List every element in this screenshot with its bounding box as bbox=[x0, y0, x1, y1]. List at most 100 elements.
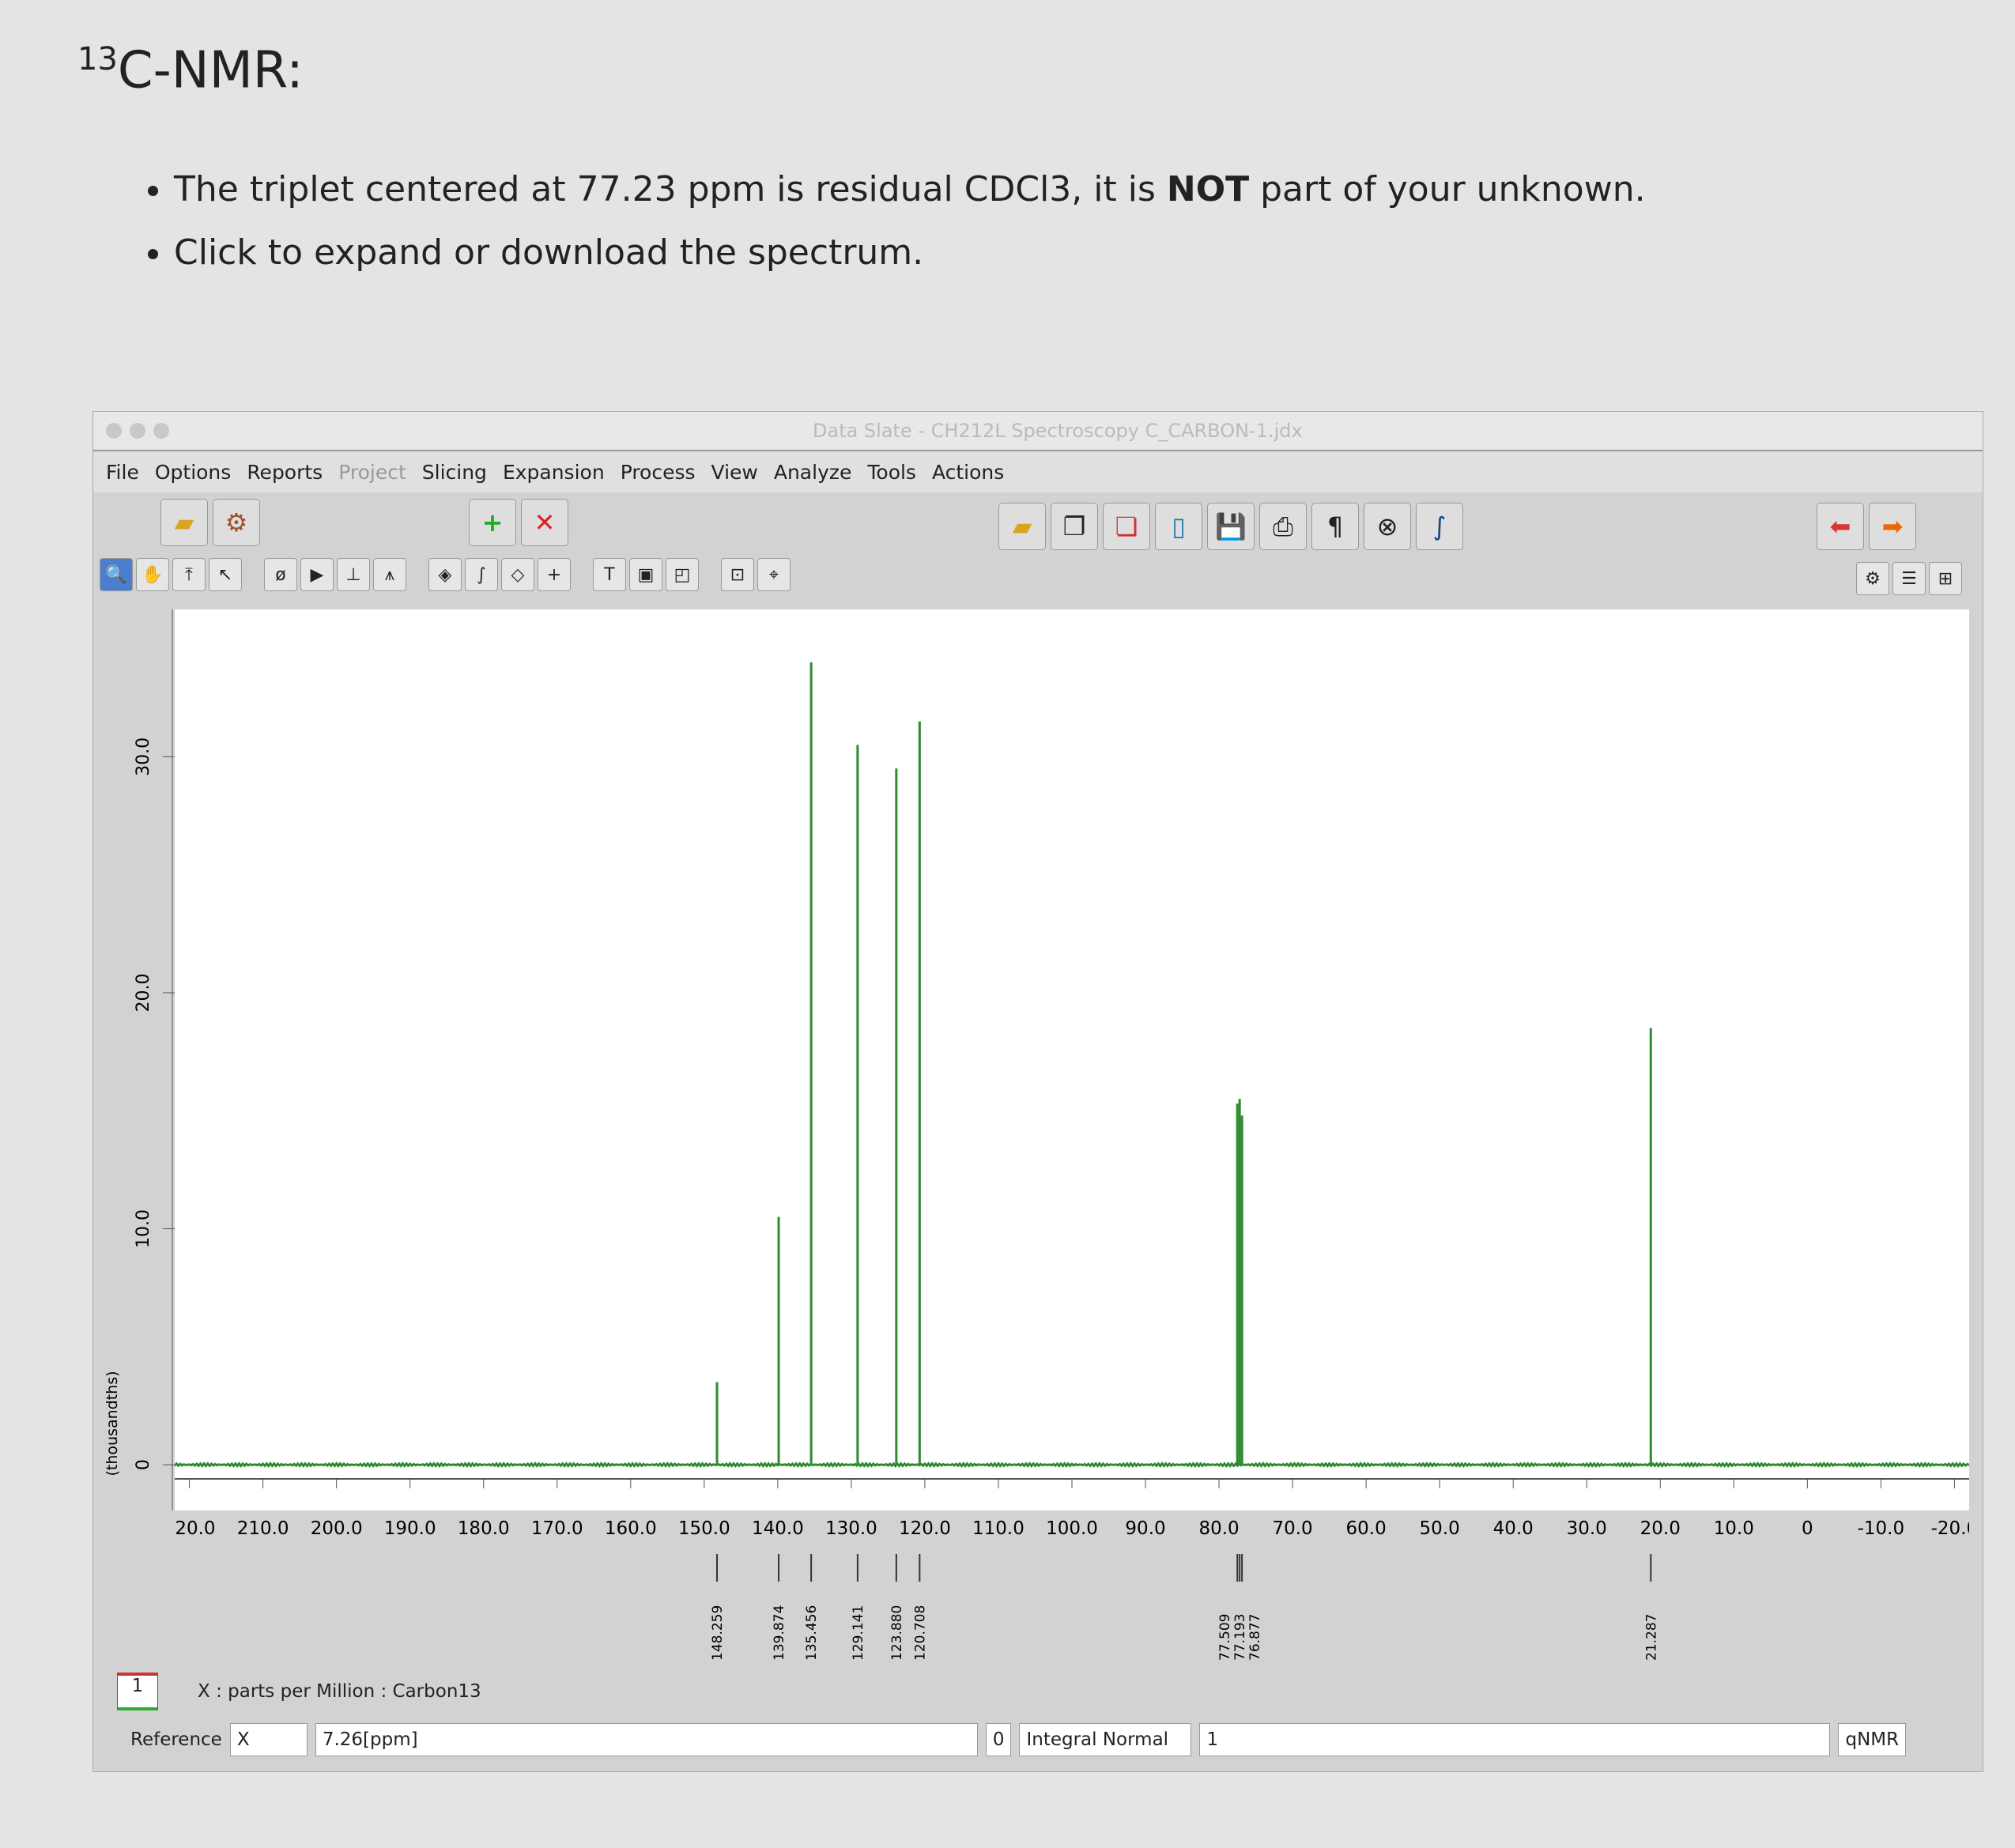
menu-slicing[interactable]: Slicing bbox=[421, 460, 487, 484]
eraser-icon[interactable]: ◇ bbox=[501, 558, 534, 591]
settings-icon[interactable]: ⚙ bbox=[1856, 562, 1889, 595]
x-tick-label: 60.0 bbox=[1346, 1518, 1387, 1539]
integrate-icon[interactable]: ∫ bbox=[465, 558, 498, 591]
axis-select[interactable]: X bbox=[229, 1723, 308, 1756]
baseline-icon[interactable]: ⊥ bbox=[337, 558, 370, 591]
peak-label: 139.874 bbox=[772, 1605, 787, 1661]
hand-icon[interactable]: ✋ bbox=[136, 558, 169, 591]
bullet-cdcl3-note: The triplet centered at 77.23 ppm is res… bbox=[174, 158, 1646, 221]
fit-icon[interactable]: ⊡ bbox=[721, 558, 754, 591]
y-tick-label: 10.0 bbox=[134, 1209, 153, 1248]
integral-value-input[interactable]: 1 bbox=[1199, 1723, 1831, 1756]
spectrum-index[interactable]: 1 bbox=[117, 1673, 158, 1710]
phase-icon[interactable]: ø bbox=[264, 558, 297, 591]
x-tick-label: 100.0 bbox=[1046, 1518, 1098, 1539]
zoom-icon[interactable]: 🔍 bbox=[100, 558, 133, 591]
text-icon[interactable]: T bbox=[593, 558, 626, 591]
instructions-list: The triplet centered at 77.23 ppm is res… bbox=[134, 158, 1646, 285]
bullet-expand-link[interactable]: Click to expand or download the spectrum… bbox=[174, 221, 1646, 285]
zero-label: 0 bbox=[992, 1729, 1005, 1750]
x-axis-label: X : parts per Million : Carbon13 bbox=[198, 1681, 481, 1702]
zero-button[interactable]: 0 bbox=[985, 1723, 1012, 1756]
forward-arrow-icon[interactable]: ➡ bbox=[1869, 503, 1916, 550]
minimize-window-button[interactable] bbox=[130, 423, 145, 439]
peak-label: 148.259 bbox=[710, 1605, 726, 1661]
menu-process[interactable]: Process bbox=[620, 460, 696, 484]
menu-tools[interactable]: Tools bbox=[867, 460, 916, 484]
y-axis: 0 10.0 20.0 30.0 (thousandths) bbox=[104, 609, 175, 1510]
x-tick-label: 190.0 bbox=[384, 1518, 436, 1539]
paste-icon[interactable]: ❏ bbox=[1103, 503, 1150, 550]
layout-icon[interactable]: ⊞ bbox=[1929, 562, 1962, 595]
select-icon[interactable]: ▶ bbox=[300, 558, 334, 591]
menu-analyze[interactable]: Analyze bbox=[773, 460, 852, 484]
back-arrow-icon[interactable]: ⬅ bbox=[1817, 503, 1864, 550]
y-tick-label: 20.0 bbox=[134, 973, 153, 1012]
integral-icon[interactable]: ∫ bbox=[1416, 503, 1463, 550]
integral-mode-select[interactable]: Integral Normal bbox=[1019, 1723, 1192, 1756]
frame-icon[interactable]: ◰ bbox=[666, 558, 699, 591]
open-recent-icon[interactable]: ⚙ bbox=[213, 499, 260, 546]
menu-bar: File Options Reports Project Slicing Expansio… bbox=[93, 450, 1983, 492]
save-icon[interactable]: 💾 bbox=[1207, 503, 1255, 550]
menu-expansion[interactable]: Expansion bbox=[502, 460, 605, 484]
copy-icon[interactable]: ❐ bbox=[1051, 503, 1098, 550]
menu-reports[interactable]: Reports bbox=[247, 460, 323, 484]
x-tick-label: 30.0 bbox=[1567, 1518, 1607, 1539]
reference-input[interactable]: 7.26[ppm] bbox=[315, 1723, 978, 1756]
x-tick-label: 110.0 bbox=[972, 1518, 1024, 1539]
peak-label: 77.193 bbox=[1232, 1614, 1248, 1661]
x-tick-label: 120.0 bbox=[899, 1518, 951, 1539]
trash-icon[interactable]: ▯ bbox=[1155, 503, 1202, 550]
bullet-text: The triplet centered at 77.23 ppm is res… bbox=[174, 169, 1167, 209]
y-tick-label: 0 bbox=[134, 1459, 153, 1470]
menu-view[interactable]: View bbox=[711, 460, 758, 484]
menu-options[interactable]: Options bbox=[154, 460, 232, 484]
x-tick-label: 140.0 bbox=[752, 1518, 804, 1539]
crosshair-icon[interactable]: + bbox=[538, 558, 571, 591]
layers-icon[interactable]: ☰ bbox=[1892, 562, 1926, 595]
diamond-icon[interactable]: ◈ bbox=[428, 558, 462, 591]
peak-icon[interactable]: ⩚ bbox=[373, 558, 406, 591]
bullet-bold: NOT bbox=[1166, 169, 1250, 209]
menu-file[interactable]: File bbox=[106, 460, 139, 484]
peak-label: 76.877 bbox=[1247, 1614, 1263, 1661]
x-tick-label: 200.0 bbox=[311, 1518, 363, 1539]
bullet-text: part of your unknown. bbox=[1249, 169, 1646, 209]
maximize-window-button[interactable] bbox=[153, 423, 169, 439]
x-tick-label: 40.0 bbox=[1493, 1518, 1534, 1539]
integral-value: 1 bbox=[1206, 1729, 1219, 1750]
peak-label: 120.708 bbox=[912, 1605, 928, 1661]
spectrum-viewer-window[interactable]: Data Slate - CH212L Spectroscopy C_CARBO… bbox=[92, 411, 1983, 1772]
x-tick-label: 50.0 bbox=[1420, 1518, 1460, 1539]
peak-labels: 148.259 139.874 135.456 129.141 123.880 120.7… bbox=[175, 1518, 1969, 1661]
print-icon[interactable]: ⎙ bbox=[1259, 503, 1307, 550]
qnmr-label: qNMR bbox=[1845, 1729, 1900, 1750]
open-folder-icon[interactable]: ▰ bbox=[160, 499, 208, 546]
delete-icon[interactable]: ✕ bbox=[521, 499, 568, 546]
close-window-button[interactable] bbox=[106, 423, 122, 439]
peak-label: 129.141 bbox=[851, 1605, 866, 1661]
peak-label: 77.509 bbox=[1217, 1614, 1233, 1661]
scale-icon[interactable]: ⤒ bbox=[172, 558, 206, 591]
menu-project[interactable]: Project bbox=[338, 460, 406, 484]
cancel-icon[interactable]: ⊗ bbox=[1364, 503, 1411, 550]
page-heading: 13C-NMR: bbox=[77, 41, 304, 100]
menu-actions[interactable]: Actions bbox=[931, 460, 1005, 484]
x-tick-label: 180.0 bbox=[458, 1518, 510, 1539]
spectrum-plot[interactable] bbox=[175, 609, 1969, 1510]
x-tick-label: 210.0 bbox=[237, 1518, 289, 1539]
peak-label: 123.880 bbox=[889, 1605, 905, 1661]
pointer-icon[interactable]: ↖ bbox=[209, 558, 242, 591]
peak-pick-icon[interactable]: ¶ bbox=[1311, 503, 1359, 550]
folder-icon[interactable]: ▰ bbox=[998, 503, 1046, 550]
y-axis-label: (thousandths) bbox=[104, 1371, 121, 1476]
add-icon[interactable]: + bbox=[469, 499, 516, 546]
y-tick-label: 30.0 bbox=[134, 737, 153, 776]
box-icon[interactable]: ▣ bbox=[629, 558, 662, 591]
qnmr-button[interactable]: qNMR bbox=[1838, 1723, 1907, 1756]
move-icon[interactable]: ⌖ bbox=[757, 558, 791, 591]
axis-select-value: X bbox=[236, 1729, 250, 1750]
x-tick-label: -10.0 bbox=[1858, 1518, 1905, 1539]
title-bar: Data Slate - CH212L Spectroscopy C_CARBO… bbox=[93, 412, 1983, 450]
